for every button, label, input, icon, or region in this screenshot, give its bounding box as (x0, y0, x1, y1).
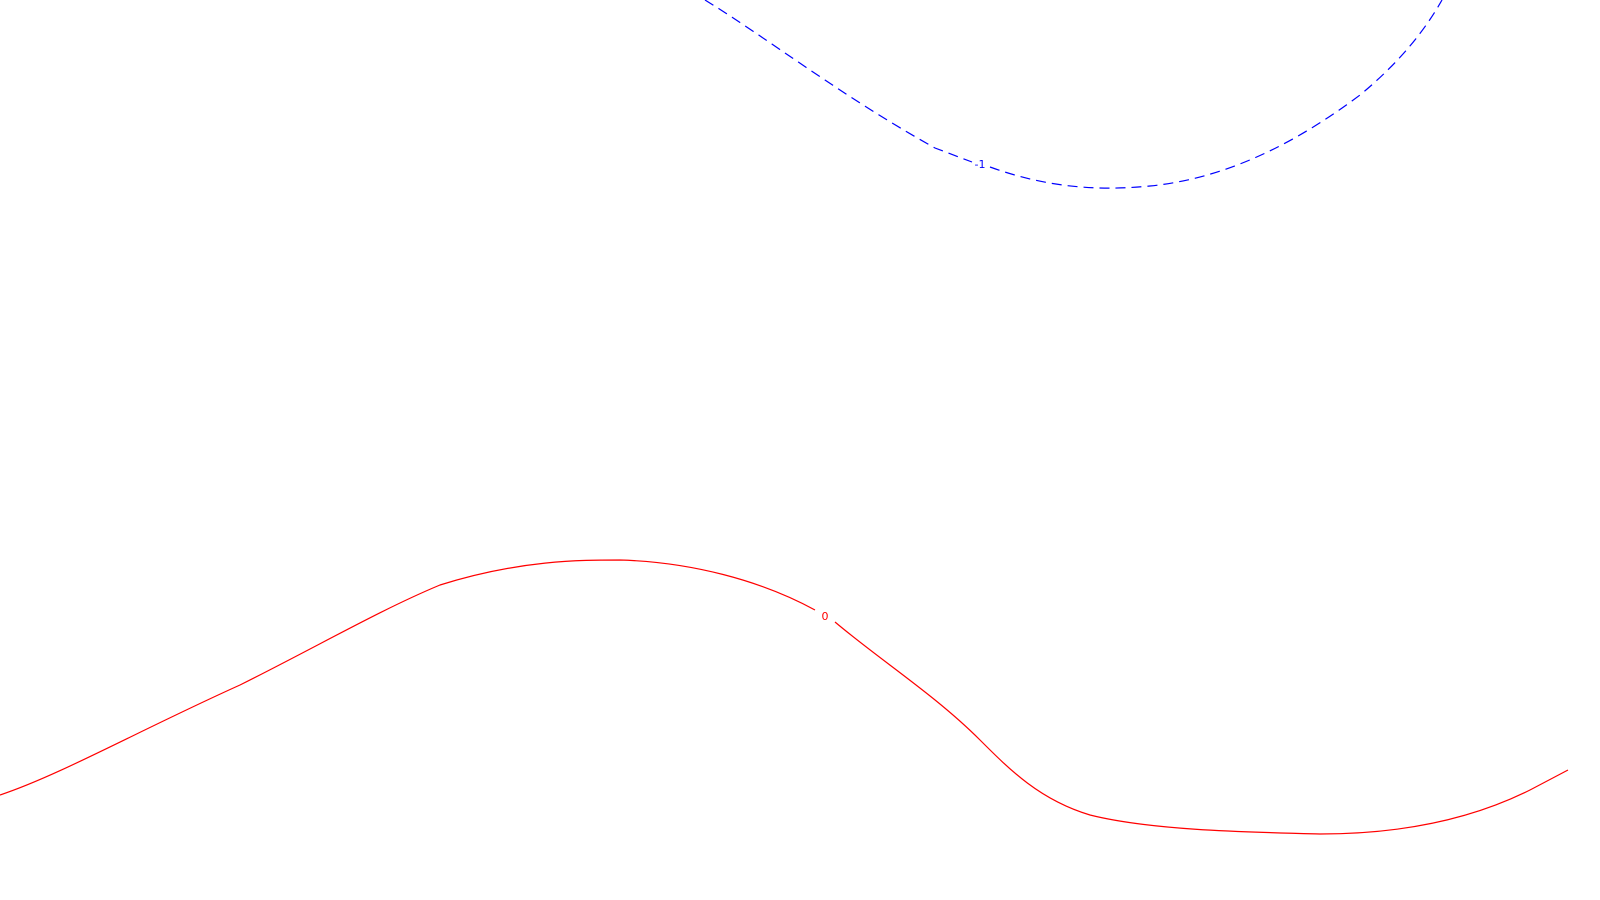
contour-line-0 (0, 559, 816, 796)
contour-line-minus-1 (704, 0, 973, 163)
contour-line-0-cont (834, 621, 1569, 835)
contour-label-minus-1: -1 (975, 158, 986, 171)
contour-line-minus-1-cont (989, 0, 1443, 189)
contour-label-0: 0 (822, 610, 829, 623)
